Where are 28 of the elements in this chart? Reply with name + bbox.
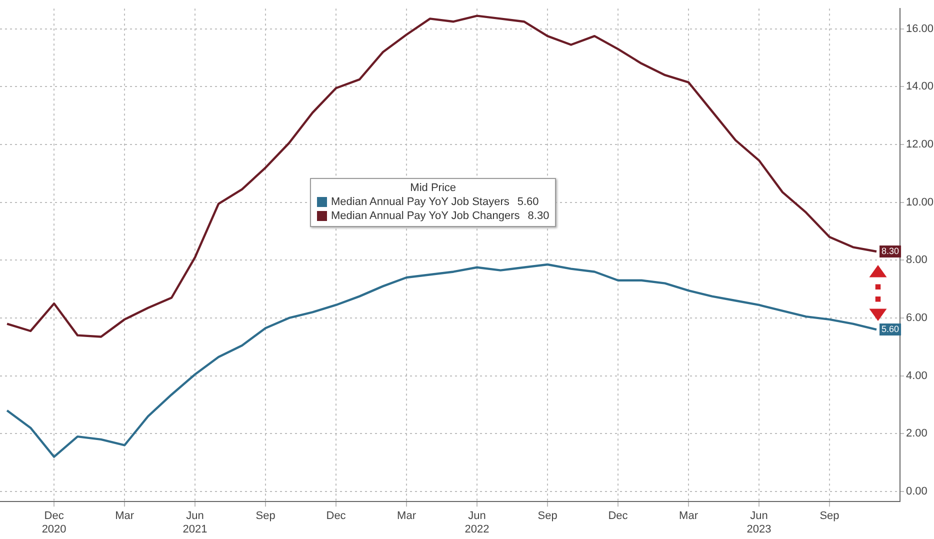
x-tick-label: Jun 2023 (746, 510, 772, 536)
x-tick-label: Dec 2020 (42, 510, 66, 536)
y-tick-label: 0.00 (906, 486, 928, 498)
y-tick-label: 2.00 (906, 428, 928, 440)
x-tick-label: Sep (256, 510, 276, 522)
legend-title: Mid Price (409, 182, 458, 194)
legend-label: Median Annual Pay YoY Job Stayers (331, 195, 510, 209)
x-tick-label: Sep (538, 510, 558, 522)
x-tick-label: Sep (820, 510, 840, 522)
x-tick-label: Dec (326, 510, 346, 522)
y-tick-label: 16.00 (906, 22, 934, 35)
data-label: 8.30 (882, 246, 900, 256)
text: 8.30 (528, 210, 550, 222)
y-tick-label: 4.00 (906, 370, 928, 382)
legend-label: Median Annual Pay YoY Job Changers (331, 209, 520, 223)
y-tick-label: 10.00 (906, 196, 934, 208)
x-tick-label: Mar (397, 510, 416, 522)
x-tick-label: Mar (115, 510, 134, 522)
x-tick-label: Dec (608, 510, 628, 522)
x-tick-label: Mar (679, 510, 698, 522)
data-label: 5.60 (882, 324, 900, 334)
x-tick-label: Jun 2021 (182, 510, 208, 536)
y-tick-label: 12.00 (906, 138, 934, 151)
y-tick-label: 8.00 (906, 254, 928, 266)
x-tick-label: Jun 2022 (464, 510, 490, 536)
y-tick-label: 6.00 (906, 312, 928, 324)
text: 5.60 (517, 196, 539, 208)
y-tick-label: 14.00 (906, 80, 934, 93)
